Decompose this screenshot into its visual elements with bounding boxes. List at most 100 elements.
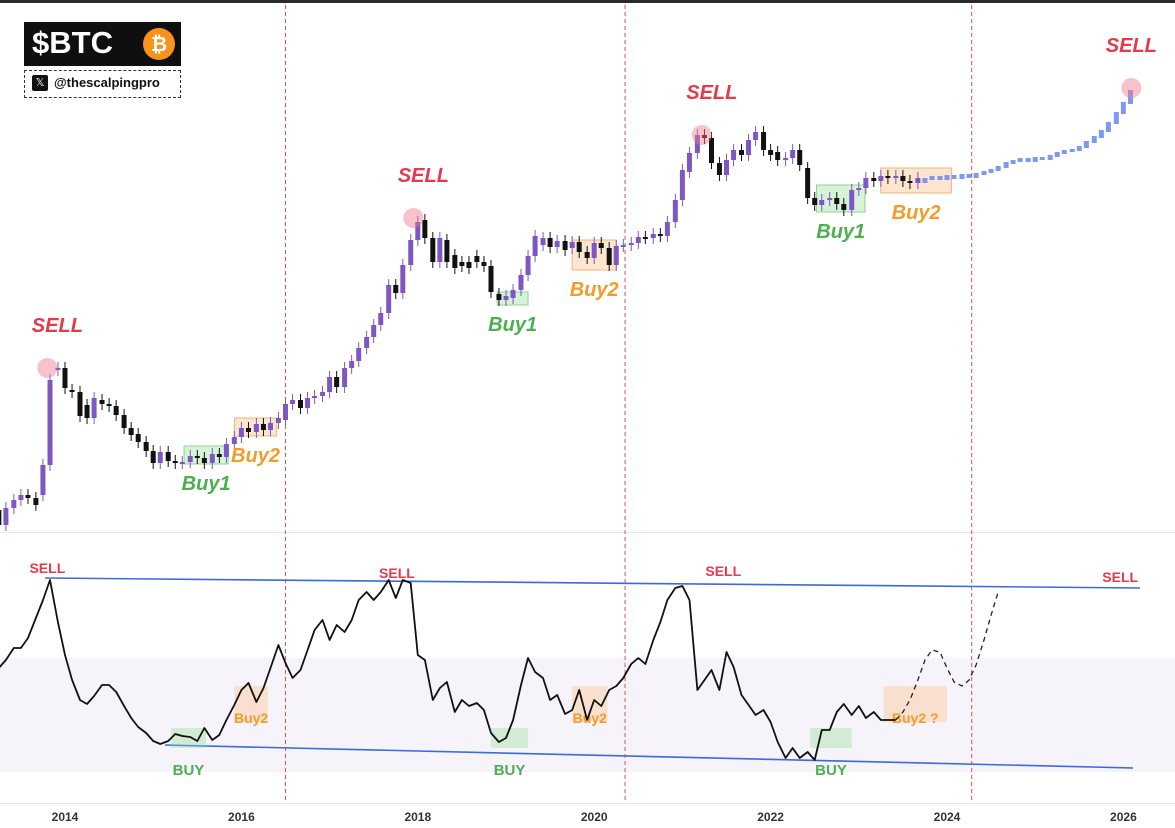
candle-94 xyxy=(672,200,678,222)
candle-109 xyxy=(783,158,789,160)
zone-label-4: Buy1 xyxy=(816,221,865,243)
osc-zone-label-4: BUY xyxy=(815,762,847,779)
candle-53 xyxy=(371,325,377,337)
ticker-header: $BTC ₿ xyxy=(24,22,181,66)
candle-46 xyxy=(320,392,326,396)
candle-16 xyxy=(99,400,105,404)
social-handle: 𝕏 @thescalpingpro xyxy=(24,70,181,98)
candle-125 xyxy=(900,176,906,181)
projection-candle-26 xyxy=(1113,112,1119,124)
sell-circle-2 xyxy=(691,125,712,145)
candle-26 xyxy=(172,461,178,463)
osc-zone-label-2: BUY xyxy=(494,762,526,779)
projection-candle-11 xyxy=(1003,162,1009,168)
osc-zone-4 xyxy=(810,728,852,748)
candle-103 xyxy=(738,150,744,155)
candle-56 xyxy=(393,285,399,293)
candle-42 xyxy=(290,400,296,404)
candle-22 xyxy=(143,442,149,451)
candle-4 xyxy=(11,500,17,508)
candle-12 xyxy=(69,390,75,392)
candle-113 xyxy=(812,198,818,205)
x-axis: 2014 2016 2018 2020 2022 2024 2026 xyxy=(52,810,1137,824)
candle-107 xyxy=(768,150,774,155)
projection-candle-12 xyxy=(1010,160,1016,164)
price-candles xyxy=(0,126,921,531)
osc-zone-label-0: BUY xyxy=(173,762,205,779)
osc-zone-label-1: Buy2 xyxy=(234,710,268,726)
zone-label-5: Buy2 xyxy=(892,202,941,224)
candle-2 xyxy=(0,510,2,525)
x-tick-2014: 2014 xyxy=(52,810,79,824)
candle-7 xyxy=(33,498,39,505)
axis-separator xyxy=(0,803,1175,804)
candle-110 xyxy=(790,150,796,158)
candle-72 xyxy=(510,290,516,298)
candle-87 xyxy=(620,245,626,247)
candle-74 xyxy=(525,256,531,275)
projection-candle-22 xyxy=(1083,141,1089,148)
zone-label-3: Buy2 xyxy=(570,279,619,301)
candle-33 xyxy=(223,444,229,457)
sell-label-2: SELL xyxy=(686,82,737,104)
osc-zone-label-3: Buy2 xyxy=(573,710,607,726)
candle-57 xyxy=(400,265,406,293)
candle-91 xyxy=(650,234,656,238)
candle-66 xyxy=(466,262,472,268)
candle-37 xyxy=(253,424,259,432)
sell-label-0: SELL xyxy=(32,315,83,337)
candle-80 xyxy=(569,242,575,248)
candle-9 xyxy=(47,380,53,465)
candle-98 xyxy=(701,135,707,138)
osc-zone-5 xyxy=(883,686,947,722)
candle-40 xyxy=(275,418,281,423)
candle-86 xyxy=(613,246,619,265)
candle-64 xyxy=(452,255,458,268)
candle-21 xyxy=(135,434,141,442)
sell-circle-3 xyxy=(1121,78,1142,98)
projection-candle-13 xyxy=(1017,158,1023,162)
candle-67 xyxy=(474,256,480,262)
candle-115 xyxy=(827,198,833,200)
candle-51 xyxy=(356,348,362,361)
candle-30 xyxy=(201,458,207,463)
ticker-badge: $BTC ₿ 𝕏 @thescalpingpro xyxy=(24,22,181,99)
chart-background xyxy=(0,532,1175,804)
candle-124 xyxy=(893,176,899,178)
candle-59 xyxy=(415,222,421,240)
top-border xyxy=(0,0,1175,3)
candle-25 xyxy=(165,452,171,461)
projection-candle-5 xyxy=(959,174,965,179)
candle-106 xyxy=(761,132,767,150)
candle-116 xyxy=(834,198,840,204)
projection-candle-6 xyxy=(966,174,972,178)
candle-38 xyxy=(260,424,266,430)
projection-candle-17 xyxy=(1047,155,1053,160)
sell-label-3: SELL xyxy=(1106,35,1157,57)
projection-candle-1 xyxy=(929,176,935,180)
candle-102 xyxy=(731,150,737,160)
candle-47 xyxy=(327,377,333,392)
candle-18 xyxy=(113,406,119,415)
candle-68 xyxy=(481,262,487,266)
candle-52 xyxy=(364,337,370,348)
projection-candle-7 xyxy=(973,173,979,178)
candle-75 xyxy=(532,236,538,256)
candle-45 xyxy=(312,396,318,398)
zone-label-2: Buy1 xyxy=(488,314,537,336)
candle-93 xyxy=(664,222,670,236)
candle-27 xyxy=(179,462,185,464)
x-tick-2020: 2020 xyxy=(581,810,608,824)
projection-candle-28 xyxy=(1127,90,1133,104)
candle-112 xyxy=(805,168,811,198)
candle-96 xyxy=(686,153,692,172)
x-tick-2026: 2026 xyxy=(1110,810,1137,824)
candle-123 xyxy=(885,176,891,178)
ticker-title: $BTC xyxy=(32,25,113,60)
candle-55 xyxy=(386,285,392,313)
candle-82 xyxy=(584,252,590,258)
x-logo-icon: 𝕏 xyxy=(32,75,48,91)
projection-candle-16 xyxy=(1039,157,1045,160)
candle-60 xyxy=(422,220,428,238)
candle-17 xyxy=(106,404,112,406)
